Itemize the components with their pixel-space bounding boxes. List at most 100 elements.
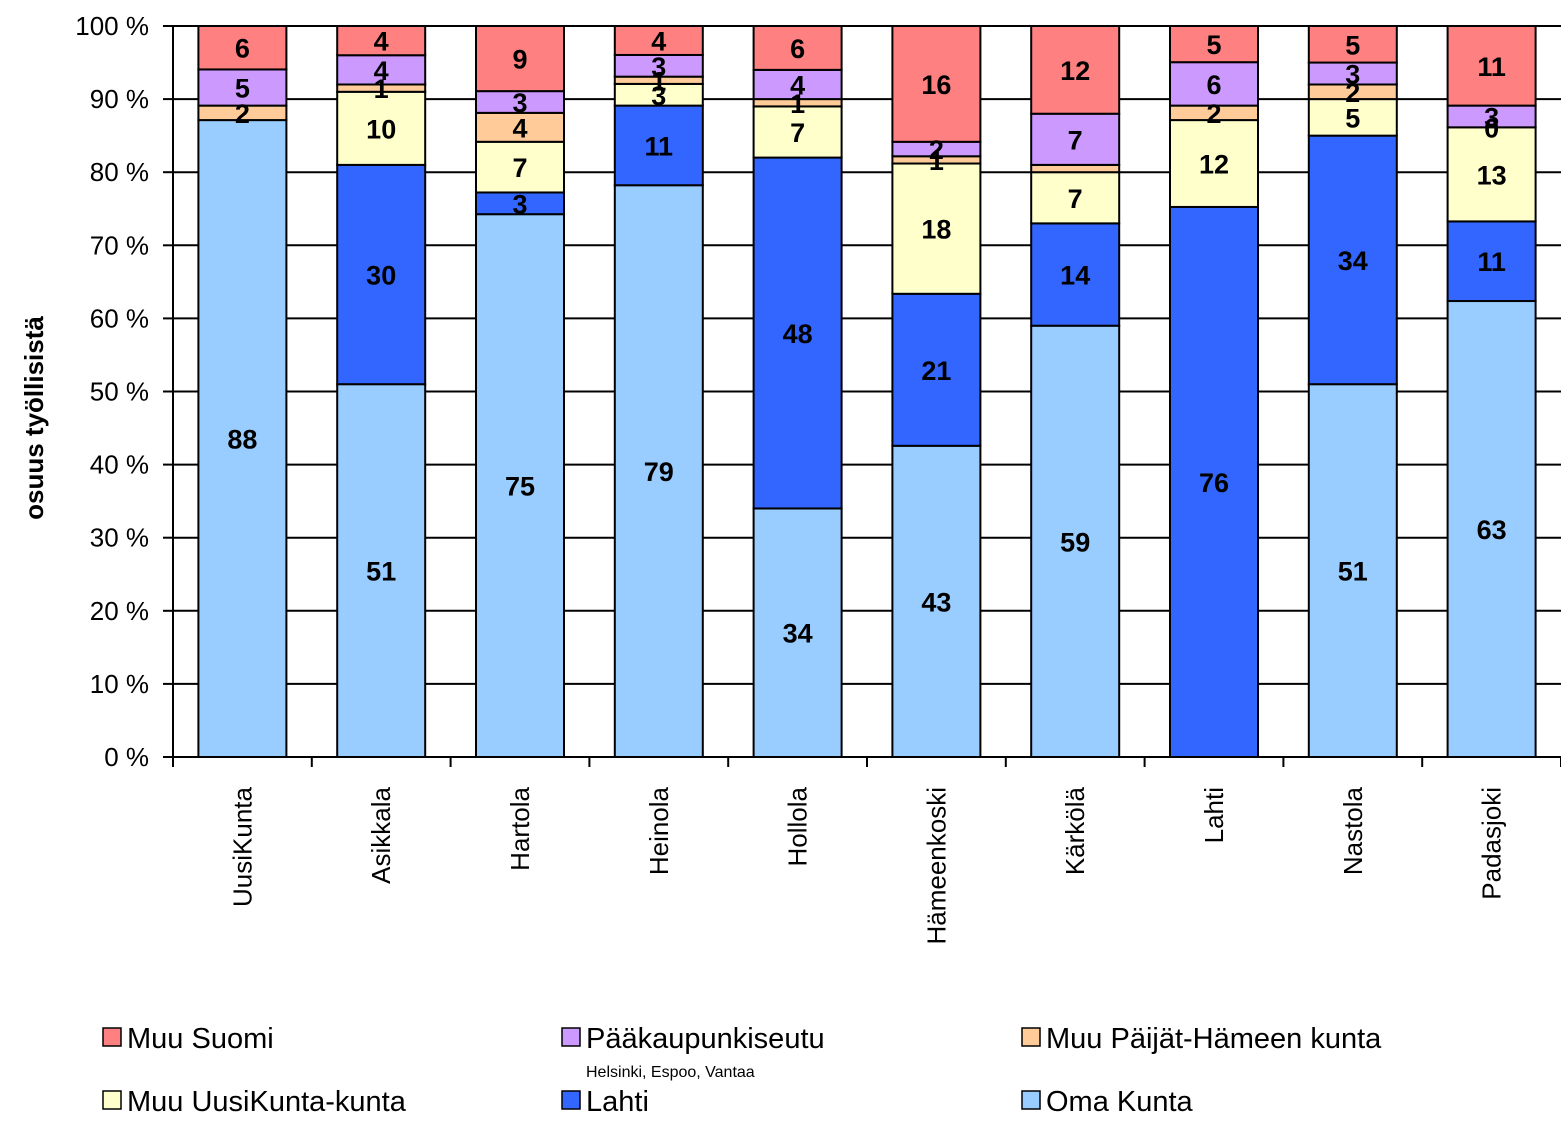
bar-segment <box>891 25 982 143</box>
data-label: 11 <box>1477 247 1506 277</box>
legend-swatch <box>102 1027 122 1047</box>
bar-segment <box>197 25 288 71</box>
data-label: 3 <box>512 88 527 118</box>
data-labels: 8825651301014475374397911313434487146432… <box>227 26 1506 648</box>
data-label: 4 <box>374 56 389 86</box>
y-tick-label: 80 % <box>90 157 149 187</box>
bar-segment <box>613 104 704 187</box>
bar-segment <box>336 163 427 386</box>
data-label: 4 <box>790 70 805 100</box>
legend-label: Pääkaupunkiseutu <box>586 1023 825 1055</box>
data-label: 1 <box>790 89 805 119</box>
category-label: UusiKunta <box>227 786 257 906</box>
bar-segment <box>1030 163 1121 174</box>
legend-label: Oma Kunta <box>1046 1086 1194 1118</box>
bars <box>197 25 1537 758</box>
bar-segment <box>1169 25 1259 64</box>
data-label: 1 <box>374 74 389 104</box>
data-label: 12 <box>1199 150 1229 180</box>
data-label: 6 <box>1206 70 1221 100</box>
y-tick-label: 30 % <box>90 523 149 553</box>
legend-label: Muu Suomi <box>127 1023 274 1055</box>
data-label: 9 <box>512 45 527 75</box>
data-label: 59 <box>1060 527 1090 557</box>
data-label: 11 <box>645 131 674 161</box>
bar-segment <box>1446 25 1537 107</box>
data-label: 5 <box>235 74 250 104</box>
data-label: 13 <box>1477 160 1507 190</box>
data-label: 4 <box>651 26 666 56</box>
data-label: 48 <box>783 319 813 349</box>
bar-segment <box>1030 222 1121 327</box>
bar-segment <box>475 140 565 194</box>
y-tick-label: 90 % <box>90 84 149 114</box>
data-label: 51 <box>1338 557 1368 587</box>
data-label: 7 <box>790 118 805 148</box>
data-label: 7 <box>1068 125 1083 155</box>
data-label: 51 <box>366 557 396 587</box>
data-label: 4 <box>512 113 527 143</box>
data-label: 2 <box>1345 78 1360 108</box>
bar-segment <box>891 444 982 758</box>
bar-segment <box>336 25 427 57</box>
y-tick-label: 100 % <box>75 11 149 41</box>
data-label: 3 <box>651 52 666 82</box>
category-label: Padasjoki <box>1477 787 1507 900</box>
y-tick-label: 10 % <box>90 669 149 699</box>
data-label: 5 <box>1345 30 1360 60</box>
data-label: 1 <box>929 146 944 176</box>
bar-segment <box>475 213 565 758</box>
bar-segment <box>1030 171 1121 225</box>
data-label: 6 <box>235 34 250 64</box>
bar-segment <box>1307 134 1398 386</box>
category-label: Hollola <box>783 786 813 866</box>
bar-segment <box>1030 25 1121 115</box>
data-label: 34 <box>1338 246 1368 276</box>
bar-segment <box>613 25 704 56</box>
axes: 0 % 10 % 20 % 30 % 40 % 50 % 60 % 70 % 80 % 90 % 1… <box>75 11 1561 945</box>
y-tick-label: 40 % <box>90 450 149 480</box>
data-label: 21 <box>921 356 951 386</box>
category-label: Hartola <box>505 786 535 870</box>
data-label: 88 <box>227 425 257 455</box>
y-tick-label: 50 % <box>90 377 149 407</box>
data-label: 3 <box>1345 60 1360 90</box>
data-label: 2 <box>929 135 944 165</box>
bar-segment <box>1307 98 1398 137</box>
data-label: 18 <box>921 215 951 245</box>
data-label: 7 <box>512 153 527 183</box>
data-label: 7 <box>1068 184 1083 214</box>
bar-segment <box>1307 25 1398 64</box>
bar-segment <box>752 507 843 758</box>
data-label: 34 <box>783 619 813 649</box>
data-label: 5 <box>1345 103 1360 133</box>
category-label: Asikkala <box>366 786 396 883</box>
legend-label: Muu UusiKunta-kunta <box>127 1086 407 1118</box>
legend-swatch <box>1021 1090 1041 1110</box>
category-label: Heinola <box>644 786 674 875</box>
bar-segment <box>1446 220 1537 303</box>
data-label: 75 <box>505 472 535 502</box>
y-tick-label: 60 % <box>90 303 149 333</box>
data-label: 16 <box>921 70 951 100</box>
data-label: 79 <box>644 457 674 487</box>
bar-segment <box>1446 126 1537 223</box>
data-label: 30 <box>366 261 396 291</box>
data-label: 76 <box>1199 468 1229 498</box>
data-label: 63 <box>1477 515 1507 545</box>
category-label: Hämeenkoski <box>921 787 951 945</box>
legend-swatch <box>102 1090 122 1110</box>
legend: Muu Suomi Pääkaupunkiseutu Helsinki, Espoo… <box>102 1023 1382 1118</box>
data-label: 12 <box>1060 56 1090 86</box>
data-label: 0 <box>1484 113 1499 143</box>
bar-segment <box>336 90 427 166</box>
data-label: 5 <box>1206 30 1221 60</box>
bar-segment <box>1446 300 1537 758</box>
data-label: 2 <box>235 99 250 129</box>
data-label: 4 <box>374 27 389 57</box>
data-label: 1 <box>651 66 666 96</box>
bar-segment <box>1169 119 1259 208</box>
bar-segment <box>1030 112 1121 166</box>
y-tick-label: 20 % <box>90 596 149 626</box>
